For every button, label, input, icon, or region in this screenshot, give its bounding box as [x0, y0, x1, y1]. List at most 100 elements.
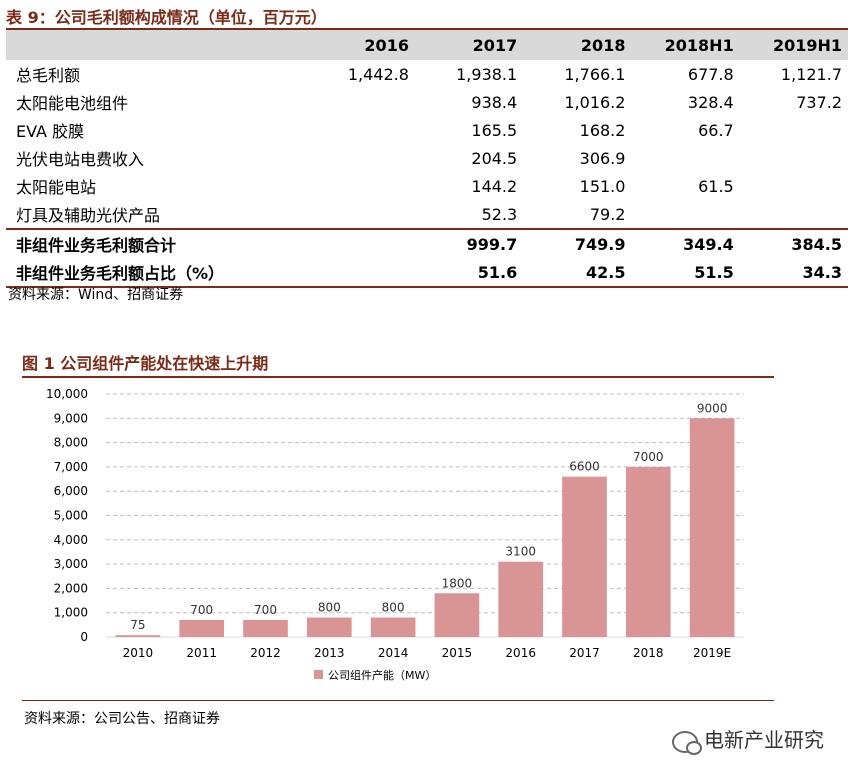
data-label: 800	[318, 601, 341, 615]
bar	[306, 617, 352, 637]
table-cell	[631, 144, 739, 172]
y-tick-label: 3,000	[54, 557, 88, 571]
x-tick-label: 2017	[569, 646, 600, 660]
header-cell: 2017	[472, 35, 518, 55]
header-cell: 2019H1	[772, 35, 842, 55]
header-cell: 2018	[580, 35, 626, 55]
table-cell: 328.4	[687, 92, 734, 112]
chart-source-note: 资料来源：公司公告、招商证券	[24, 711, 220, 727]
data-label: 6600	[569, 460, 600, 474]
data-label: 700	[254, 603, 277, 617]
table-cell	[306, 258, 415, 288]
y-tick-label: 9,000	[54, 411, 88, 425]
data-label: 3100	[505, 545, 536, 559]
table-cell: 66.7	[698, 120, 734, 140]
x-tick-label: 2010	[123, 646, 154, 660]
y-tick-label: 7,000	[54, 460, 88, 474]
table-cell: 52.3	[481, 204, 518, 224]
table-cell: 349.4	[631, 228, 740, 258]
table-total-row: 非组件业务毛利额占比（%） 51.6 42.5 51.5 34.3	[6, 258, 848, 288]
bar	[625, 466, 671, 637]
table-row: 灯具及辅助光伏产品 52.3 79.2	[6, 200, 848, 229]
table-total-row: 非组件业务毛利额合计 999.7 749.9 349.4 384.5	[6, 228, 848, 258]
bar	[562, 476, 607, 637]
data-label: 75	[130, 618, 145, 632]
x-tick-label: 2015	[442, 646, 473, 660]
table-cell: 165.5	[471, 120, 518, 140]
row-label: 非组件业务毛利额合计	[6, 228, 307, 258]
table-cell: 1,938.1	[456, 64, 518, 84]
table-cell: 1,442.8	[347, 64, 409, 84]
table-cell	[740, 172, 848, 200]
table-cell: 1,766.1	[564, 64, 626, 84]
data-label: 800	[382, 601, 405, 615]
table-row: EVA 胶膜 165.5 168.2 66.7	[6, 116, 848, 144]
table-cell	[307, 144, 415, 172]
x-tick-label: 2012	[250, 646, 281, 660]
table-cell	[307, 172, 415, 200]
data-label: 700	[190, 603, 213, 617]
row-label: 太阳能电池组件	[16, 94, 129, 113]
x-tick-label: 2011	[186, 646, 217, 660]
row-label: 光伏电站电费收入	[16, 150, 145, 169]
chart-title-rule	[22, 376, 774, 378]
x-tick-label: 2014	[378, 646, 409, 660]
table-cell	[740, 144, 848, 172]
table-cell: 79.2	[589, 204, 626, 224]
table-cell: 749.9	[523, 228, 632, 258]
row-label: EVA 胶膜	[16, 122, 85, 141]
wechat-icon	[672, 730, 702, 755]
x-tick-label: 2013	[314, 646, 345, 660]
row-label: 非组件业务毛利额占比（%）	[6, 258, 307, 288]
watermark-text: 电新产业研究	[704, 728, 824, 752]
bar	[243, 619, 288, 637]
table-source-note: 资料来源：Wind、招商证券	[8, 287, 184, 303]
y-tick-label: 0	[80, 630, 88, 644]
table-cell: 677.8	[687, 64, 734, 84]
table-cell: 151.0	[579, 176, 626, 196]
table-cell: 1,121.7	[780, 64, 842, 84]
y-tick-label: 10,000	[46, 387, 88, 401]
table-cell: 938.4	[471, 92, 518, 112]
table-cell	[740, 116, 848, 144]
table-row: 总毛利额 1,442.8 1,938.1 1,766.1 677.8 1,121…	[6, 60, 848, 88]
y-tick-label: 6,000	[54, 484, 88, 498]
table-title: 表 9：公司毛利额构成情况（单位，百万元）	[6, 8, 327, 27]
row-label: 总毛利额	[16, 66, 81, 85]
table-cell: 204.5	[471, 148, 518, 168]
y-tick-label: 4,000	[54, 533, 88, 547]
row-label: 太阳能电站	[16, 178, 97, 197]
table-cell: 737.2	[796, 92, 842, 112]
table-cell	[307, 116, 415, 144]
bar	[434, 593, 480, 637]
y-tick-label: 8,000	[54, 436, 88, 450]
table-cell: 168.2	[579, 120, 626, 140]
table-row: 太阳能电池组件 938.4 1,016.2 328.4 737.2	[6, 88, 848, 116]
data-label: 1800	[442, 576, 473, 590]
legend-swatch	[314, 670, 323, 679]
table-cell	[306, 228, 415, 258]
table-cell: 42.5	[523, 258, 632, 288]
chart-title: 图 1 公司组件产能处在快速上升期	[22, 354, 269, 373]
data-label: 9000	[697, 401, 728, 415]
table-cell: 1,016.2	[564, 92, 626, 112]
header-cell: 2018H1	[664, 35, 734, 55]
table-cell: 306.9	[579, 148, 626, 168]
table-row: 太阳能电站 144.2 151.0 61.5	[6, 172, 848, 200]
capacity-bar-chart: 0 1,000 2,000 3,000 4,000 5,000 6,000 7,000 8,00…	[46, 387, 744, 682]
table-cell: 51.6	[414, 258, 524, 288]
y-tick-label: 2,000	[54, 581, 88, 595]
table-cell	[740, 200, 848, 229]
bar	[689, 418, 735, 637]
table-cell	[307, 200, 415, 229]
bar	[179, 619, 225, 637]
table-title-rule	[6, 28, 848, 30]
header-cell	[6, 30, 307, 60]
table-cell: 34.3	[739, 258, 848, 288]
bar	[370, 617, 416, 637]
x-tick-label: 2016	[505, 646, 536, 660]
chart-frame: 0 1,000 2,000 3,000 4,000 5,000 6,000 7,000 8,00…	[22, 378, 774, 701]
y-tick-label: 5,000	[54, 509, 88, 523]
table-cell: 384.5	[739, 228, 848, 258]
header-cell: 2016	[364, 35, 409, 55]
